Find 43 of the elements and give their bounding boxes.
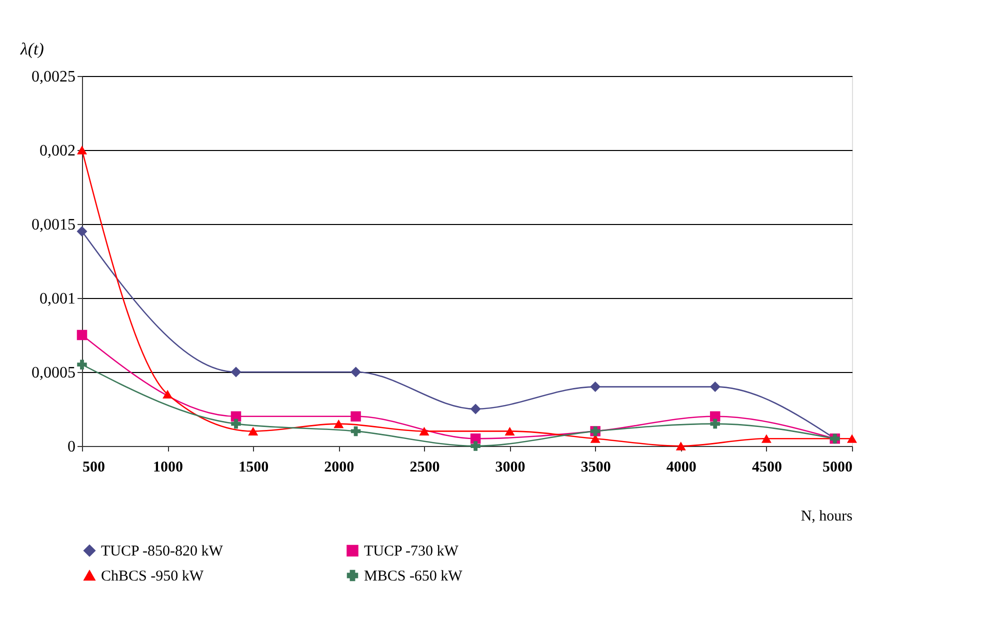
point [231, 418, 241, 429]
x-tick-label: 1500 [238, 460, 269, 476]
point [676, 442, 686, 450]
point [350, 366, 362, 378]
x-tick-label: 4500 [752, 460, 782, 476]
x-tick-label: 1000 [153, 460, 184, 476]
point [710, 382, 720, 392]
x-tick-label: 3500 [580, 460, 611, 476]
point [419, 426, 430, 436]
point [710, 411, 720, 422]
legend-label: ChBCS -950 kW [101, 568, 204, 584]
x-tick-label: 500 [82, 460, 105, 476]
y-axis-title: λ(t) [20, 40, 44, 58]
point [710, 418, 720, 429]
point [76, 330, 88, 340]
x-tick-label: 5000 [822, 460, 852, 476]
point [470, 404, 481, 414]
point [248, 426, 258, 436]
x-tick-label: 2000 [324, 460, 354, 476]
y-tick-label: 0,0005 [32, 364, 76, 382]
y-tick-label: 0,0015 [32, 216, 76, 234]
point [470, 433, 481, 444]
point [761, 434, 772, 443]
legend-label: TUCP -850-820 kW [101, 544, 224, 560]
y-tick-label: 0,001 [40, 290, 76, 308]
point [230, 366, 242, 378]
legend-label: MBCS -650 kW [364, 568, 464, 584]
x-tick-label: 2500 [410, 460, 440, 476]
x-axis-title: N, hours [800, 508, 853, 524]
point [334, 419, 344, 428]
y-tick-label: 0 [68, 438, 76, 456]
point [504, 426, 515, 436]
point [350, 411, 361, 422]
point [162, 390, 173, 399]
point [590, 382, 601, 392]
x-tick-label: 3000 [495, 460, 526, 476]
legend-label: TUCP -730 kW [364, 544, 460, 560]
point [230, 411, 242, 422]
x-tick-label: 4000 [666, 460, 696, 476]
y-tick-label: 0,0025 [32, 68, 76, 86]
point [76, 226, 88, 237]
y-tick-label: 0,002 [40, 142, 76, 160]
point [350, 426, 361, 436]
